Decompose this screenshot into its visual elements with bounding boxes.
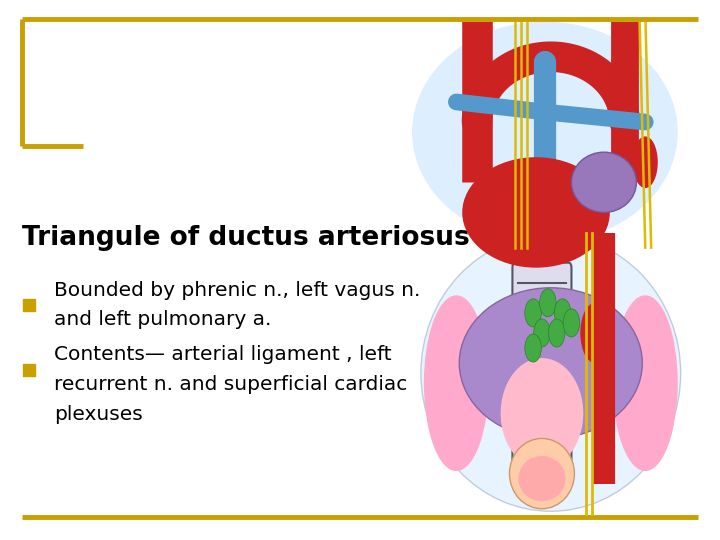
Circle shape: [525, 299, 541, 327]
FancyBboxPatch shape: [513, 262, 572, 463]
Text: Bounded by phrenic n., left vagus n.: Bounded by phrenic n., left vagus n.: [54, 281, 420, 300]
Ellipse shape: [462, 157, 610, 268]
Text: recurrent n. and superficial cardiac: recurrent n. and superficial cardiac: [54, 375, 408, 394]
Circle shape: [554, 299, 571, 327]
Ellipse shape: [424, 295, 489, 471]
Ellipse shape: [510, 438, 575, 509]
Circle shape: [525, 334, 541, 362]
Ellipse shape: [613, 295, 678, 471]
Ellipse shape: [518, 456, 566, 501]
Circle shape: [549, 319, 565, 347]
Ellipse shape: [580, 303, 610, 363]
Circle shape: [534, 319, 550, 347]
Text: and left pulmonary a.: and left pulmonary a.: [54, 310, 271, 329]
Circle shape: [563, 309, 580, 337]
Point: [23, 366, 35, 374]
Text: Triangule of ductus arteriosus: Triangule of ductus arteriosus: [22, 225, 469, 251]
Circle shape: [539, 289, 556, 317]
Ellipse shape: [634, 137, 657, 187]
Text: plexuses: plexuses: [54, 405, 143, 424]
Ellipse shape: [572, 152, 636, 212]
Ellipse shape: [500, 358, 583, 469]
Ellipse shape: [412, 22, 678, 242]
Text: Contents— arterial ligament , left: Contents— arterial ligament , left: [54, 346, 392, 365]
Ellipse shape: [459, 288, 642, 438]
Point: [23, 301, 35, 309]
Ellipse shape: [421, 235, 680, 511]
